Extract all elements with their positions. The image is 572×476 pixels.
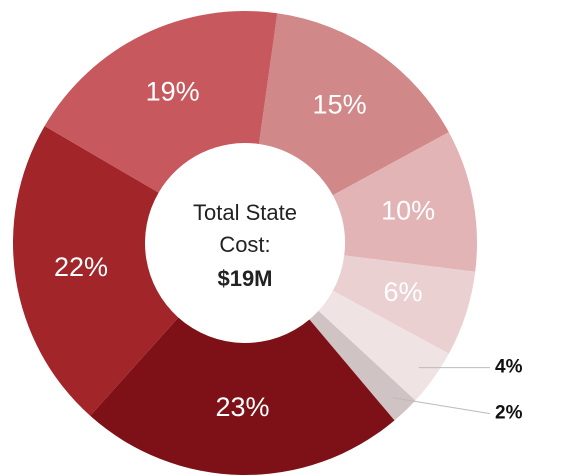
leader-line — [392, 397, 491, 415]
slice — [309, 310, 416, 421]
slice-label: 4% — [495, 357, 523, 378]
center-label: Total State — [193, 200, 297, 225]
slice-label: 10% — [381, 195, 435, 225]
slice — [318, 290, 449, 401]
slice — [90, 317, 395, 475]
slice — [13, 126, 179, 416]
slices — [13, 11, 478, 475]
slice — [258, 13, 449, 196]
slice — [332, 255, 476, 354]
slice — [332, 132, 478, 272]
slice-label: 22% — [54, 252, 108, 282]
slice — [44, 11, 278, 193]
center-total: $19M — [217, 266, 272, 291]
slice-label: 2% — [495, 403, 523, 424]
slice-label: 23% — [215, 392, 269, 422]
slice-label: 15% — [313, 90, 367, 120]
slice-label: 19% — [146, 77, 200, 107]
slice-label: 6% — [384, 277, 423, 307]
center-label: Cost: — [219, 232, 270, 257]
